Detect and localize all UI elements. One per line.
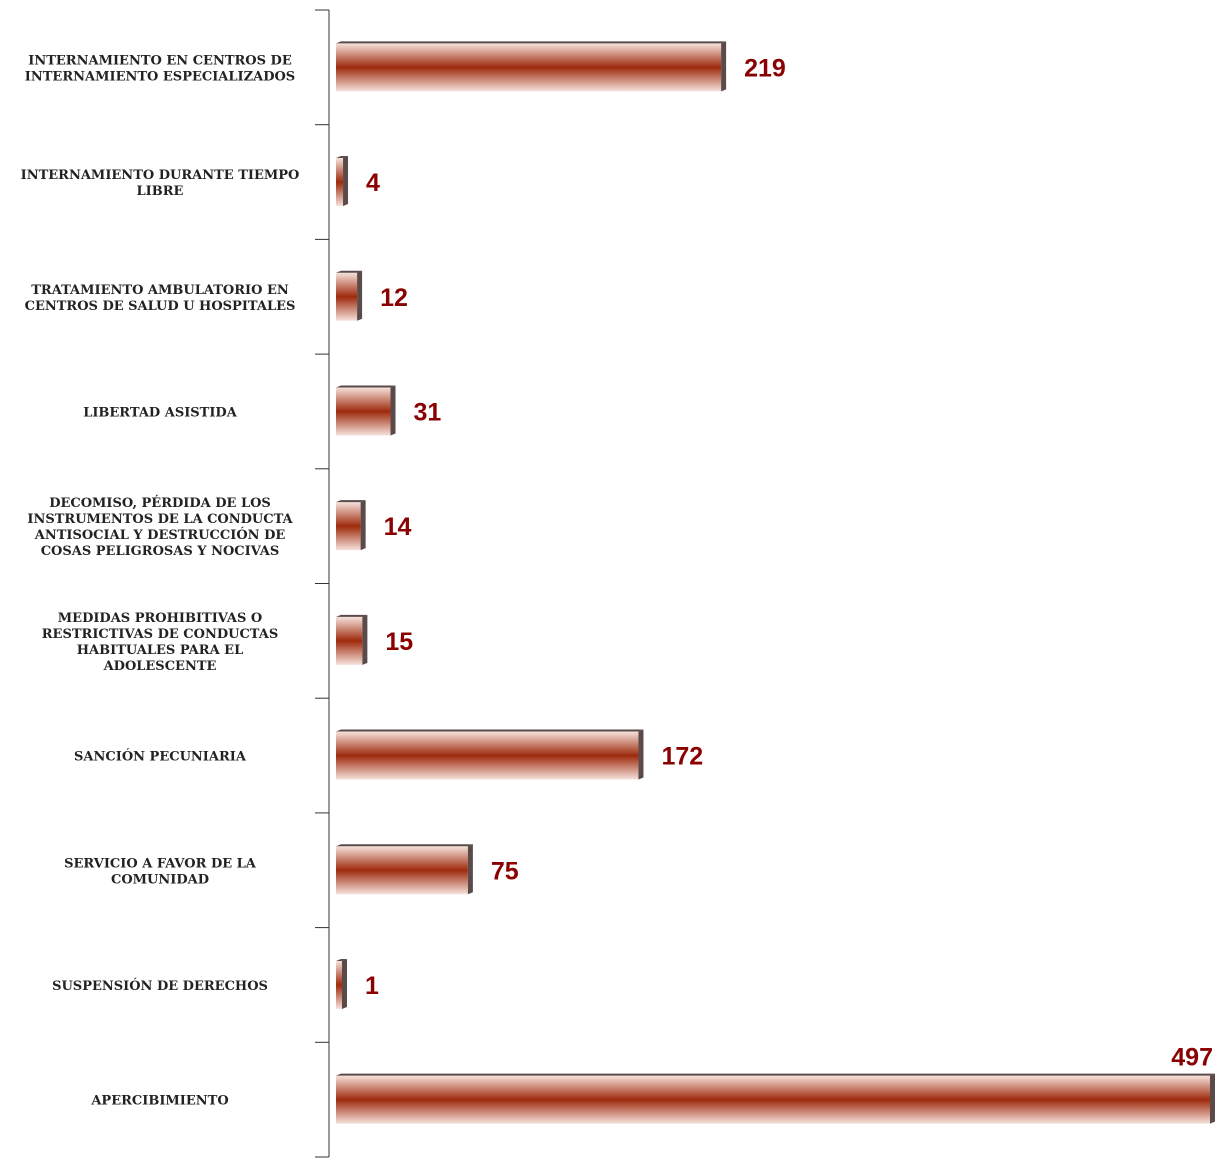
category-labels: INTERNAMIENTO EN CENTROS DE INTERNAMIENTO…	[21, 53, 300, 1108]
category-label-line: TRATAMIENTO AMBULATORIO EN	[31, 283, 289, 298]
category-label-line: MEDIDAS PROHIBITIVAS O	[58, 611, 262, 626]
bar	[336, 1073, 1215, 1124]
category-label: INTERNAMIENTO EN CENTROS DE INTERNAMIENTO…	[25, 53, 295, 84]
bars-layer	[336, 41, 1215, 1124]
category-label-line: ADOLESCENTE	[103, 659, 217, 674]
category-label-line: INSTRUMENTOS DE LA CONDUCTA	[27, 512, 293, 527]
category-label-line: LIBERTAD ASISTIDA	[83, 405, 238, 420]
bar	[336, 270, 363, 321]
bar-face	[336, 502, 361, 551]
bar-value-label: 219	[744, 54, 786, 82]
bar-face	[336, 960, 342, 1009]
category-label-line: APERCIBIMIENTO	[90, 1094, 228, 1109]
bar-face	[336, 43, 722, 92]
bar-side	[357, 270, 363, 321]
bar-top	[336, 270, 363, 273]
bar	[336, 156, 349, 207]
category-label-line: INTERNAMIENTO DURANTE TIEMPO	[21, 168, 300, 183]
category-label-line: SANCIÓN PECUNIARIA	[74, 748, 247, 765]
bar-top	[336, 41, 727, 44]
bar-value-label: 31	[414, 398, 442, 426]
bar-side	[360, 500, 366, 551]
category-label: LIBERTAD ASISTIDA	[83, 405, 238, 420]
bar	[336, 41, 727, 92]
bar	[336, 500, 366, 551]
bar-value-label: 12	[380, 284, 408, 312]
bar-side	[342, 958, 347, 1009]
bar	[336, 729, 644, 780]
bar-face	[336, 387, 391, 436]
category-label: SANCIÓN PECUNIARIA	[74, 748, 247, 765]
category-label-line: RESTRICTIVAS DE CONDUCTAS	[42, 627, 279, 642]
value-labels: 219 4 12 31 14 15 172 75 1 497	[365, 54, 1213, 1071]
bar	[336, 385, 396, 436]
bar-side	[362, 614, 368, 665]
category-label: APERCIBIMIENTO	[90, 1094, 228, 1109]
category-label-line: HABITUALES PARA EL	[77, 643, 243, 658]
bar	[336, 614, 368, 665]
category-axis	[315, 9, 330, 1158]
bar-top	[336, 729, 644, 732]
bar-value-label: 15	[385, 628, 413, 656]
bar-side	[1210, 1073, 1215, 1124]
bar-value-label: 172	[661, 743, 703, 771]
bar	[336, 844, 473, 895]
bar-face	[336, 731, 639, 780]
bar-top	[336, 958, 347, 961]
bar-top	[336, 844, 473, 847]
bar-value-label: 14	[384, 513, 412, 541]
category-label: DECOMISO, PÉRDIDA DE LOS INSTRUMENTOS DE …	[27, 495, 293, 559]
bar-value-label: 497	[1171, 1044, 1213, 1072]
bar-top	[336, 385, 396, 388]
category-label-line: ANTISOCIAL Y DESTRUCCIÓN DE	[34, 526, 286, 543]
bar-face	[336, 158, 344, 207]
bar-side	[467, 844, 473, 895]
bar-value-label: 75	[491, 857, 519, 885]
category-label: MEDIDAS PROHIBITIVAS O RESTRICTIVAS DE CO…	[42, 611, 279, 674]
category-label-line: LIBRE	[137, 184, 184, 199]
category-label-line: COSAS PELIGROSAS Y NOCIVAS	[41, 544, 280, 559]
bar-top	[336, 1073, 1215, 1076]
category-label-line: INTERNAMIENTO ESPECIALIZADOS	[25, 69, 295, 84]
category-label: INTERNAMIENTO DURANTE TIEMPO LIBRE	[21, 168, 300, 199]
bar-face	[336, 616, 363, 665]
bar	[336, 958, 347, 1009]
bar-side	[343, 156, 349, 207]
category-label-line: DECOMISO, PÉRDIDA DE LOS	[49, 495, 271, 511]
bar-top	[336, 156, 349, 159]
bar-face	[336, 272, 358, 321]
category-label-line: CENTROS DE SALUD U HOSPITALES	[25, 299, 296, 314]
bar-value-label: 4	[366, 169, 380, 197]
bar-face	[336, 1075, 1210, 1124]
bar-side	[721, 41, 727, 92]
category-label-line: COMUNIDAD	[111, 872, 209, 887]
bar-side	[638, 729, 644, 780]
bar-face	[336, 846, 468, 895]
bar-top	[336, 614, 368, 617]
category-label: SERVICIO A FAVOR DE LA COMUNIDAD	[64, 856, 257, 887]
bar-side	[390, 385, 396, 436]
bar-top	[336, 500, 366, 503]
category-label-line: INTERNAMIENTO EN CENTROS DE	[28, 53, 292, 68]
category-label-line: SERVICIO A FAVOR DE LA	[64, 856, 257, 871]
bar-value-label: 1	[365, 972, 379, 1000]
category-label-line: SUSPENSIÓN DE DERECHOS	[52, 977, 268, 994]
category-label: TRATAMIENTO AMBULATORIO EN CENTROS DE SAL…	[25, 283, 296, 314]
category-label: SUSPENSIÓN DE DERECHOS	[52, 977, 268, 994]
